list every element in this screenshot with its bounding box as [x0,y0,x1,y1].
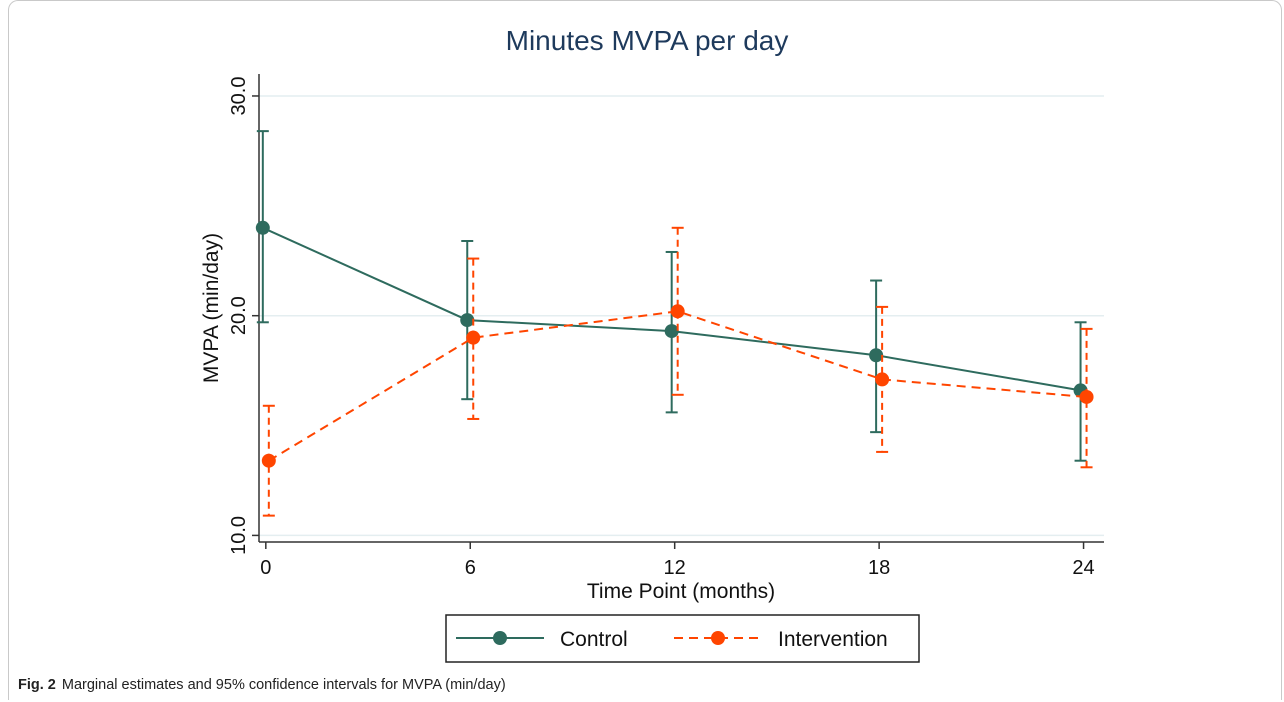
y-tick-label-1: 20.0 [228,296,250,335]
intervention-point-4 [1079,389,1094,404]
legend-item-intervention: Intervention [674,628,888,651]
y-ticks: 10.0 20.0 30.0 [228,77,259,555]
series-layer [255,130,1094,517]
y-axis-label: MVPA (min/day) [200,233,223,383]
chart-title: Minutes MVPA per day [506,25,789,56]
control-point-0 [255,220,270,235]
control-point-1 [460,313,475,328]
intervention-point-1 [466,330,481,345]
control-point-2 [664,324,679,339]
legend-item-control: Control [456,628,628,651]
x-ticks: 0 6 12 18 24 [260,542,1095,579]
intervention-line [268,310,1087,462]
legend-control-label: Control [560,628,628,651]
legend-intervention-marker [711,631,725,645]
x-tick-label-1: 6 [465,557,476,579]
intervention-point-3 [875,372,890,387]
series-intervention [261,226,1094,517]
x-axis-label: Time Point (months) [587,580,775,603]
intervention-point-2 [670,304,685,319]
y-tick-label-2: 30.0 [228,77,250,116]
x-tick-label-4: 24 [1072,557,1094,579]
legend-intervention-label: Intervention [778,628,888,651]
figure-frame [8,0,1282,700]
intervention-point-0 [261,453,276,468]
legend: Control Intervention [445,614,920,663]
x-tick-label-3: 18 [868,557,890,579]
control-point-3 [869,348,884,363]
x-tick-label-0: 0 [260,557,271,579]
series-control [255,130,1088,462]
y-tick-label-0: 10.0 [228,516,250,555]
caption-text: Marginal estimates and 95% confidence in… [61,677,506,693]
legend-control-marker [493,631,507,645]
caption-label: Fig. 2 [18,677,56,693]
x-tick-label-2: 12 [664,557,686,579]
figure-caption: Fig. 2 Marginal estimates and 95% confide… [18,677,506,693]
chart: Minutes MVPA per day 10.0 20.0 30.0 0 6 12 18… [200,25,1104,663]
